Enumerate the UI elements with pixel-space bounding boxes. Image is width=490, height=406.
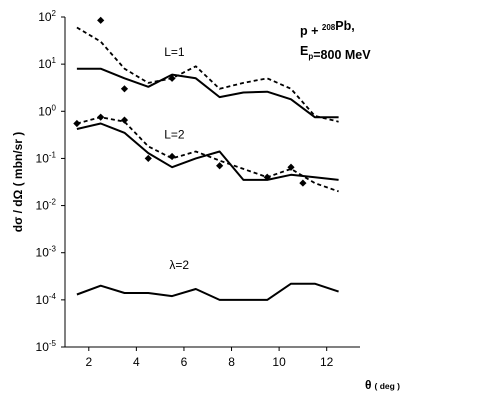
y-tick-label: 10-3 xyxy=(36,245,57,260)
series-line-solid xyxy=(76,122,339,181)
data-point-marker xyxy=(287,163,295,171)
data-point-marker xyxy=(97,16,105,24)
y-tick-label: 101 xyxy=(38,56,56,71)
x-tick-label: 2 xyxy=(85,355,92,369)
series-line-dashed xyxy=(76,116,339,193)
data-point-marker xyxy=(216,162,224,170)
series-annotation: λ=2 xyxy=(169,258,189,272)
plot-area: 102 101 100 10-1 10-2 10-3 10-4 10-5 2 4 6 8 10 12 L=1… xyxy=(11,9,400,392)
series-line-solid xyxy=(76,67,339,119)
data-point-marker xyxy=(120,116,129,124)
data-point-marker xyxy=(97,113,105,121)
series-annotation: L=2 xyxy=(164,128,185,142)
data-point-marker xyxy=(73,119,81,128)
series-annotation: L=1 xyxy=(164,45,185,59)
y-tick-label: 10-4 xyxy=(36,292,57,307)
data-point-marker xyxy=(120,85,129,93)
data-point-marker xyxy=(144,154,152,163)
x-tick-label: 10 xyxy=(272,355,286,369)
data-point-marker xyxy=(168,152,176,161)
x-tick-label: 4 xyxy=(133,355,140,369)
y-tick-label: 10-5 xyxy=(36,339,57,354)
series-line-solid xyxy=(76,282,339,301)
x-axis-label: θ( deg ) xyxy=(365,378,400,392)
y-tick-label: 10-1 xyxy=(36,150,57,165)
series-line-dashed xyxy=(76,26,339,123)
chart-title-line: p + 208Pb, xyxy=(300,19,355,38)
x-tick-label: 8 xyxy=(228,355,235,369)
y-axis-label: dσ / dΩ ( mbn/sr ) xyxy=(11,132,25,233)
y-tick-label: 10-2 xyxy=(36,198,57,213)
chart-title-line: Ep=800 MeV xyxy=(300,44,371,62)
data-point-marker xyxy=(168,74,176,82)
data-point-marker xyxy=(263,173,271,181)
x-tick-label: 6 xyxy=(181,355,188,369)
y-tick-label: 102 xyxy=(38,9,56,24)
y-tick-label: 100 xyxy=(38,103,56,118)
data-point-marker xyxy=(299,179,307,187)
x-tick-label: 12 xyxy=(320,355,334,369)
